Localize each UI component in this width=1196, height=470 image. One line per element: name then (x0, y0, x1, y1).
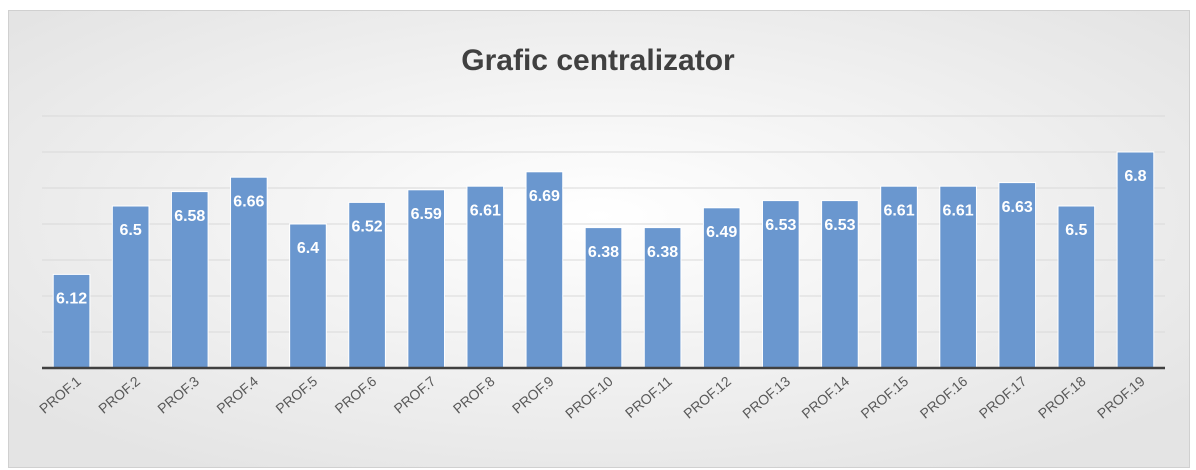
bar (584, 227, 623, 369)
bar (52, 273, 91, 369)
data-label: 6.4 (297, 240, 319, 257)
bar (939, 185, 977, 369)
data-label: 6.69 (529, 188, 560, 205)
data-label: 6.38 (588, 244, 619, 261)
bar (170, 191, 209, 369)
data-label: 6.61 (943, 202, 974, 219)
data-label: 6.63 (1002, 199, 1033, 216)
bar (466, 185, 505, 369)
bar (821, 200, 859, 369)
data-label: 6.59 (411, 206, 442, 223)
data-label: 6.58 (174, 208, 205, 225)
data-label: 6.5 (120, 222, 142, 239)
data-label: 6.38 (647, 244, 678, 261)
bar (230, 176, 268, 369)
data-label: 6.66 (233, 193, 264, 210)
bar (348, 201, 386, 369)
data-label: 6.49 (706, 224, 737, 241)
data-label: 6.61 (883, 202, 914, 219)
data-label: 6.53 (765, 217, 796, 234)
bar (525, 171, 564, 369)
chart-title: Grafic centralizator (461, 44, 735, 77)
data-label: 6.61 (470, 202, 501, 219)
bar (289, 223, 327, 369)
data-label: 6.12 (56, 291, 87, 308)
data-label: 6.52 (352, 219, 383, 236)
data-label: 6.53 (824, 217, 855, 234)
bar (702, 207, 741, 369)
bar (1057, 205, 1096, 369)
bar (643, 227, 682, 369)
data-label: 6.8 (1124, 168, 1146, 185)
bar (761, 200, 800, 369)
bar (998, 182, 1037, 369)
bar (880, 185, 918, 369)
data-label: 6.5 (1065, 222, 1087, 239)
bar (111, 205, 150, 369)
bar (1116, 151, 1155, 369)
